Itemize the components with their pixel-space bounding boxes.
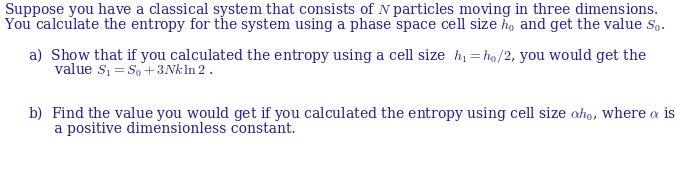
Text: a)  Show that if you calculated the entropy using a cell size  $h_1 = h_0/2$, yo: a) Show that if you calculated the entro… [28, 46, 647, 65]
Text: b)  Find the value you would get if you calculated the entropy using cell size $: b) Find the value you would get if you c… [28, 104, 675, 123]
Text: a positive dimensionless constant.: a positive dimensionless constant. [28, 122, 296, 136]
Text: You calculate the entropy for the system using a phase space cell size $h_0$ and: You calculate the entropy for the system… [4, 16, 665, 34]
Text: Suppose you have a classical system that consists of $N$ particles moving in thr: Suppose you have a classical system that… [4, 1, 659, 19]
Text: value $S_1 = S_0 + 3Nk\ \!\ln 2$ .: value $S_1 = S_0 + 3Nk\ \!\ln 2$ . [28, 62, 214, 79]
